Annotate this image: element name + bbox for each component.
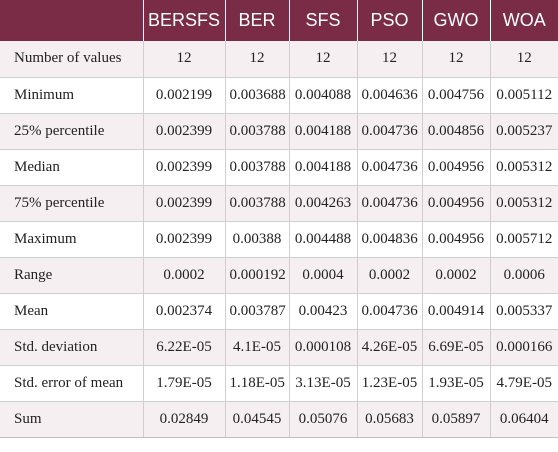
row-label-cell: Sum [0, 401, 143, 438]
row-label-cell: Minimum [0, 77, 143, 114]
value-cell-sfs: 0.00423 [288, 293, 357, 330]
table-row: Minimum 0.002199 0.003688 0.004088 0.004636 0… [0, 77, 558, 114]
table-row: 25% percentile 0.002399 0.003788 0.004188 0.… [0, 113, 558, 150]
table-row: Maximum 0.002399 0.00388 0.004488 0.004836 0.… [0, 221, 558, 258]
value-cell-ber: 12 [224, 41, 289, 78]
value-cell-sfs: 0.05076 [288, 401, 357, 438]
value-cell-bersfs: 0.002374 [142, 293, 225, 330]
value-cell-pso: 1.23E-05 [356, 365, 422, 402]
value-cell-bersfs: 1.79E-05 [142, 365, 225, 402]
table-row: Mean 0.002374 0.003787 0.00423 0.004736 0.004… [0, 293, 558, 330]
table-header: BERSFS BER SFS PSO GWO WOA [0, 0, 558, 41]
row-label-cell: Median [0, 149, 143, 186]
value-cell-sfs: 12 [288, 41, 357, 78]
value-cell-bersfs: 0.002199 [142, 77, 225, 114]
value-cell-sfs: 0.004188 [288, 113, 357, 150]
value-cell-gwo: 0.004956 [421, 185, 490, 222]
value-cell-ber: 0.00388 [224, 221, 289, 258]
value-cell-bersfs: 12 [142, 41, 225, 78]
value-cell-pso: 0.004636 [356, 77, 422, 114]
value-cell-pso: 4.26E-05 [356, 329, 422, 366]
value-cell-ber: 0.003788 [224, 113, 289, 150]
table-row: Median 0.002399 0.003788 0.004188 0.004736 0.… [0, 149, 558, 186]
value-cell-gwo: 12 [421, 41, 490, 78]
value-cell-woa: 12 [489, 41, 558, 78]
value-cell-sfs: 0.0004 [288, 257, 357, 294]
row-label-cell: Std. deviation [0, 329, 143, 366]
value-cell-gwo: 0.004756 [421, 77, 490, 114]
row-label-cell: Std. error of mean [0, 365, 143, 402]
value-cell-pso: 0.004736 [356, 185, 422, 222]
value-cell-pso: 12 [356, 41, 422, 78]
value-cell-ber: 4.1E-05 [224, 329, 289, 366]
table-row: Std. error of mean 1.79E-05 1.18E-05 3.13E-… [0, 365, 558, 402]
header-cell-bersfs: BERSFS [142, 0, 225, 41]
row-label-cell: 25% percentile [0, 113, 143, 150]
value-cell-gwo: 1.93E-05 [421, 365, 490, 402]
value-cell-sfs: 3.13E-05 [288, 365, 357, 402]
statistics-table: BERSFS BER SFS PSO GWO WOA Number of val… [0, 0, 558, 438]
value-cell-bersfs: 0.002399 [142, 185, 225, 222]
table-row: Number of values 12 12 12 12 12 12 [0, 41, 558, 78]
value-cell-bersfs: 0.002399 [142, 113, 225, 150]
value-cell-gwo: 6.69E-05 [421, 329, 490, 366]
table-row: Sum 0.02849 0.04545 0.05076 0.05683 0.05897 0.… [0, 401, 558, 438]
value-cell-pso: 0.004836 [356, 221, 422, 258]
value-cell-pso: 0.05683 [356, 401, 422, 438]
value-cell-bersfs: 0.0002 [142, 257, 225, 294]
header-cell-ber: BER [224, 0, 289, 41]
row-label-cell: Range [0, 257, 143, 294]
value-cell-bersfs: 0.002399 [142, 149, 225, 186]
value-cell-ber: 0.003788 [224, 185, 289, 222]
table-row: Std. deviation 6.22E-05 4.1E-05 0.000108 4.2… [0, 329, 558, 366]
value-cell-gwo: 0.004956 [421, 149, 490, 186]
value-cell-gwo: 0.004914 [421, 293, 490, 330]
table-body: Number of values 12 12 12 12 12 12 Minimum 0.002… [0, 41, 558, 438]
value-cell-ber: 0.003688 [224, 77, 289, 114]
table-row: 75% percentile 0.002399 0.003788 0.004263 0.… [0, 185, 558, 222]
value-cell-woa: 0.005312 [489, 185, 558, 222]
table-row: Range 0.0002 0.000192 0.0004 0.0002 0.0002 0.0… [0, 257, 558, 294]
value-cell-ber: 0.003787 [224, 293, 289, 330]
value-cell-woa: 4.79E-05 [489, 365, 558, 402]
value-cell-woa: 0.005712 [489, 221, 558, 258]
value-cell-woa: 0.005112 [489, 77, 558, 114]
value-cell-woa: 0.005337 [489, 293, 558, 330]
value-cell-gwo: 0.004956 [421, 221, 490, 258]
value-cell-woa: 0.000166 [489, 329, 558, 366]
value-cell-bersfs: 0.002399 [142, 221, 225, 258]
value-cell-woa: 0.06404 [489, 401, 558, 438]
header-row: BERSFS BER SFS PSO GWO WOA [0, 0, 558, 41]
value-cell-woa: 0.005237 [489, 113, 558, 150]
value-cell-pso: 0.0002 [356, 257, 422, 294]
header-cell-pso: PSO [356, 0, 422, 41]
value-cell-pso: 0.004736 [356, 293, 422, 330]
header-cell-gwo: GWO [421, 0, 490, 41]
value-cell-pso: 0.004736 [356, 149, 422, 186]
value-cell-ber: 1.18E-05 [224, 365, 289, 402]
header-cell-label [0, 0, 143, 41]
value-cell-ber: 0.000192 [224, 257, 289, 294]
value-cell-woa: 0.005312 [489, 149, 558, 186]
value-cell-sfs: 0.004188 [288, 149, 357, 186]
value-cell-ber: 0.003788 [224, 149, 289, 186]
value-cell-bersfs: 0.02849 [142, 401, 225, 438]
value-cell-pso: 0.004736 [356, 113, 422, 150]
value-cell-gwo: 0.004856 [421, 113, 490, 150]
row-label-cell: Number of values [0, 41, 143, 78]
header-cell-sfs: SFS [288, 0, 357, 41]
row-label-cell: Mean [0, 293, 143, 330]
value-cell-gwo: 0.0002 [421, 257, 490, 294]
value-cell-sfs: 0.000108 [288, 329, 357, 366]
value-cell-bersfs: 6.22E-05 [142, 329, 225, 366]
value-cell-woa: 0.0006 [489, 257, 558, 294]
value-cell-sfs: 0.004263 [288, 185, 357, 222]
value-cell-gwo: 0.05897 [421, 401, 490, 438]
header-cell-woa: WOA [489, 0, 558, 41]
value-cell-sfs: 0.004488 [288, 221, 357, 258]
row-label-cell: Maximum [0, 221, 143, 258]
value-cell-ber: 0.04545 [224, 401, 289, 438]
value-cell-sfs: 0.004088 [288, 77, 357, 114]
row-label-cell: 75% percentile [0, 185, 143, 222]
